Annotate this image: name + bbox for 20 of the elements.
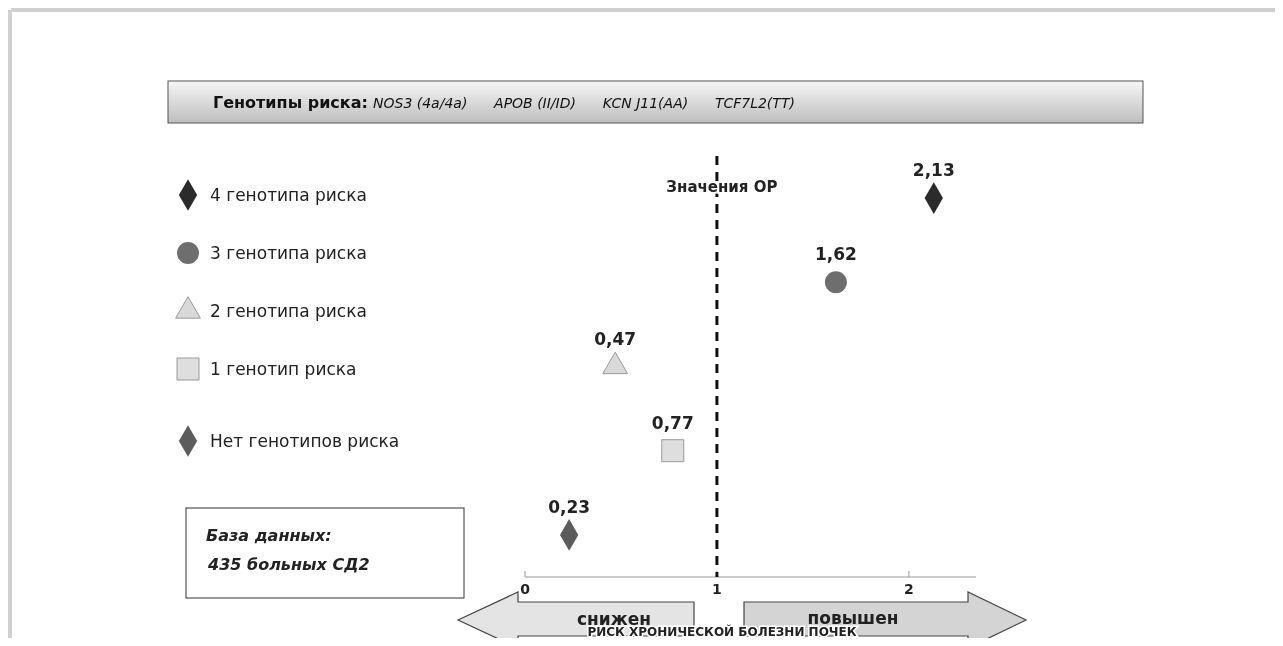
ref-line-label: Значения ОР (666, 178, 778, 196)
x-tick-label: 0 (520, 581, 531, 597)
data-label: 2,13 (912, 160, 955, 181)
data-label: 0,47 (594, 328, 637, 349)
x-tick-label: 2 (903, 581, 914, 597)
legend-label: 2 генотипа риска (210, 301, 367, 321)
legend-label: 4 генотипа риска (210, 185, 367, 205)
point (661, 439, 685, 463)
point (824, 271, 847, 294)
data-label: 0,23 (548, 496, 591, 517)
text: 435 больных СД2 (207, 555, 370, 574)
text: Генотипы риска: (213, 93, 368, 112)
legend-label: Нет генотипов риска (210, 431, 400, 451)
x-tick-label: 1 (712, 581, 722, 597)
data-label: 0,77 (651, 412, 694, 433)
legend-label: 3 генотипа риска (210, 243, 367, 263)
data-label: 1,62 (814, 244, 857, 265)
text: База данных: (206, 526, 332, 545)
chart-subtitle: NOS3 (4a/4a) APOB (II/ID) KCN J11(AA) TCF7L2(TT) (373, 95, 795, 111)
legend-label: 1 генотип риска (210, 359, 357, 379)
